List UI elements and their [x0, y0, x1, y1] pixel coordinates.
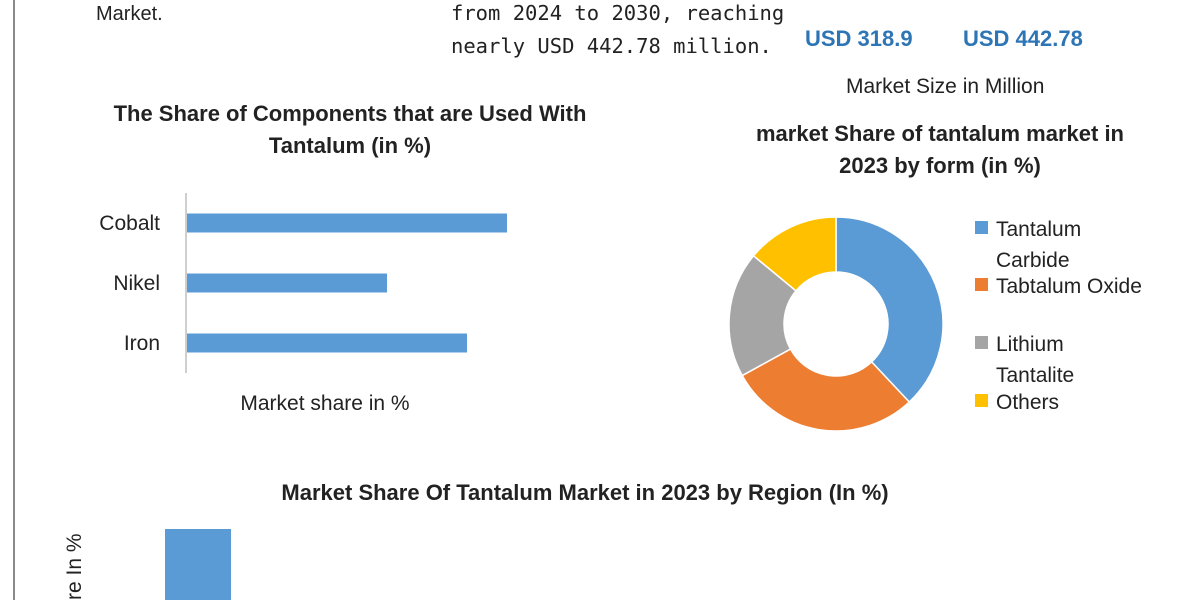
- donut-slice-others: [752, 216, 837, 292]
- legend-swatch-lithium-tantalite: [975, 336, 988, 349]
- legend-label-lithium-tantalite-line-2: Tantalite: [996, 364, 1074, 387]
- legend-label-lithium-tantalite-line-1: Lithium: [996, 333, 1064, 356]
- market-size-caption: Market Size in Million: [846, 75, 1045, 98]
- left-frame-line: [13, 0, 15, 600]
- description-line-1: from 2024 to 2030, reaching: [451, 1, 785, 25]
- bar-cobalt: [187, 213, 507, 233]
- region-y-axis-title: re In %: [63, 533, 86, 600]
- legend-swatch-tabtalum-oxide: [975, 278, 988, 291]
- intro-text-tail: Market.: [96, 3, 163, 25]
- legend-label-others: Others: [996, 391, 1059, 414]
- components-x-axis-title: Market share in %: [240, 392, 409, 415]
- components-chart-title: The Share of Components that are Used Wi…: [113, 101, 587, 158]
- bar-iron: [187, 333, 467, 353]
- donut-slice-tantalum-carbide: [835, 216, 944, 404]
- legend-label-tabtalum-oxide: Tabtalum Oxide: [996, 275, 1142, 298]
- description-line-2: nearly USD 442.78 million.: [451, 34, 772, 58]
- category-label-iron: Iron: [124, 332, 160, 355]
- form-chart-title: market Share of tantalum market in 2023 …: [755, 121, 1124, 178]
- category-label-cobalt: Cobalt: [99, 212, 160, 235]
- legend-swatch-others: [975, 394, 988, 407]
- legend-swatch-tantalum-carbide: [975, 221, 988, 234]
- legend-label-tantalum-carbide-line-2: Carbide: [996, 249, 1070, 272]
- region-bar-1: [165, 529, 231, 600]
- bar-nikel: [187, 273, 387, 293]
- region-chart-title: Market Share Of Tantalum Market in 2023 …: [281, 480, 889, 505]
- market-size-2030-value: USD 442.78: [963, 26, 1083, 51]
- donut-slice-tabtalum-oxide: [741, 348, 911, 432]
- market-size-2023-value: USD 318.9: [805, 26, 913, 51]
- legend-label-tantalum-carbide-line-1: Tantalum: [996, 218, 1081, 241]
- intro-description: from 2024 to 2030, reaching nearly USD 4…: [451, 0, 784, 63]
- category-label-nikel: Nikel: [113, 272, 160, 295]
